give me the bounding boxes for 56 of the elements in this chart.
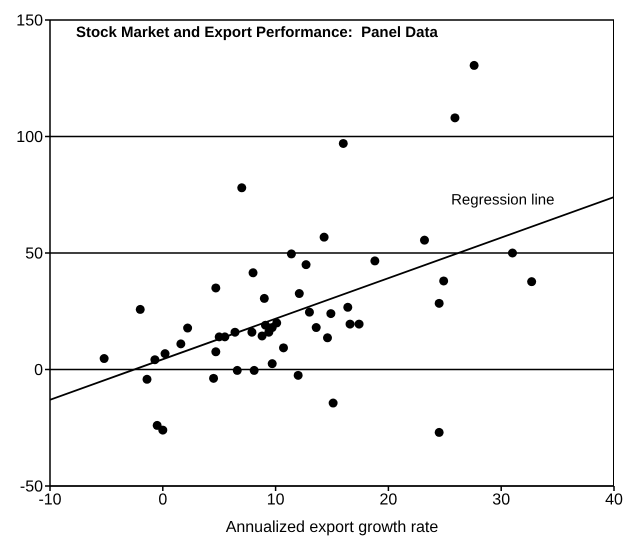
point: [326, 309, 336, 318]
x-tick-label: 10: [266, 491, 285, 508]
y-tick-label: 150: [16, 12, 44, 30]
point: [294, 289, 304, 298]
point: [338, 138, 348, 148]
point: [278, 343, 288, 352]
point: [250, 366, 259, 375]
point: [232, 366, 242, 375]
point: [420, 236, 429, 245]
point: [434, 428, 444, 437]
point: [302, 260, 311, 270]
point: [450, 113, 460, 122]
point: [346, 320, 355, 329]
point: [248, 268, 258, 278]
point: [434, 298, 444, 308]
point: [286, 249, 296, 258]
point: [272, 318, 282, 328]
point: [211, 347, 220, 356]
point: [470, 60, 479, 70]
point: [152, 420, 162, 430]
point: [100, 354, 109, 364]
x-tick-label: 40: [605, 491, 623, 508]
point: [136, 304, 145, 314]
point: [260, 294, 269, 303]
point: [158, 426, 168, 435]
x-tick-label: 30: [492, 491, 510, 508]
point: [320, 232, 329, 242]
series-label: Regression line: [451, 192, 554, 209]
point: [142, 374, 152, 384]
point: [354, 320, 364, 329]
point: [312, 323, 321, 332]
point: [328, 398, 338, 408]
point: [211, 283, 220, 292]
point: [343, 302, 352, 312]
point: [508, 248, 517, 258]
point: [247, 328, 256, 337]
point: [304, 308, 314, 317]
y-tick-label: 0: [34, 362, 44, 380]
chart-title: Stock Market and Export Performance: Panel Data: [76, 24, 438, 41]
x-axis-title: Annualized export growth rate: [226, 519, 438, 536]
point: [237, 183, 246, 192]
point: [160, 349, 170, 358]
x-tick-label: 20: [380, 491, 398, 508]
point: [370, 256, 380, 266]
y-tick-label: 50: [25, 246, 44, 263]
y-tick-label: 100: [16, 129, 44, 146]
point: [268, 359, 277, 368]
point: [176, 339, 186, 348]
point: [294, 370, 303, 380]
point: [258, 331, 267, 340]
point: [439, 276, 448, 286]
point: [322, 333, 332, 342]
x-tick-label: 0: [158, 491, 168, 508]
point: [183, 324, 192, 333]
point: [527, 277, 536, 286]
point: [209, 374, 218, 383]
